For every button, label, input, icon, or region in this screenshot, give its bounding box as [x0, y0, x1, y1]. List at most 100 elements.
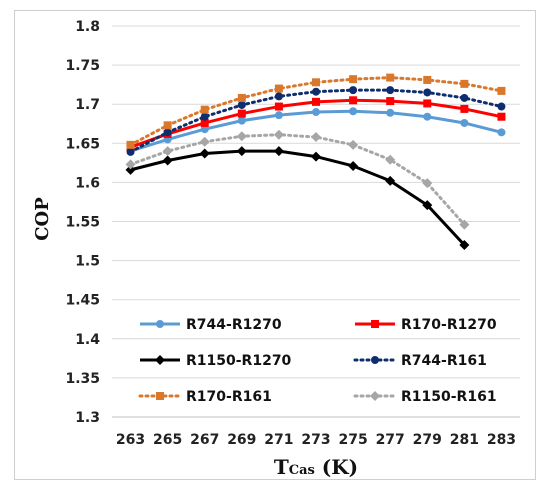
legend-marker — [155, 355, 165, 365]
data-point — [236, 131, 247, 142]
legend-item: R170-R1270 — [355, 317, 497, 333]
data-point — [385, 175, 396, 186]
data-point — [237, 109, 246, 118]
data-point — [200, 118, 209, 127]
legend-marker — [156, 392, 164, 400]
data-point — [497, 86, 506, 95]
data-point — [126, 140, 135, 149]
legend-marker — [371, 320, 379, 328]
gridlines — [112, 25, 520, 379]
x-axis-title: TCas (K) — [274, 455, 358, 479]
data-point — [386, 108, 395, 117]
data-point — [459, 239, 470, 250]
data-point — [199, 148, 210, 159]
legend-item: R744-R161 — [353, 353, 487, 369]
legend-marker — [370, 391, 380, 401]
y-tick-label: 1.4 — [75, 332, 100, 348]
x-axis-ticks: 263 265 267 269 271 273 275 277 279 281 283 — [116, 432, 516, 448]
y-tick-label: 1.45 — [65, 293, 100, 309]
series-r1150-r1270 — [125, 146, 470, 250]
data-point — [125, 159, 136, 170]
data-point — [423, 75, 432, 84]
data-point — [273, 146, 284, 157]
legend-label: R744-R1270 — [186, 317, 282, 333]
series-group — [125, 73, 506, 250]
legend-marker — [371, 356, 379, 364]
legend-label: R170-R161 — [186, 389, 272, 405]
data-point — [497, 112, 506, 121]
y-tick-label: 1.7 — [75, 97, 100, 113]
data-point — [422, 178, 433, 189]
data-point — [236, 146, 247, 157]
data-point — [460, 79, 469, 88]
x-tick-label: 281 — [450, 432, 479, 448]
y-tick-label: 1.3 — [75, 410, 100, 426]
data-point — [497, 128, 506, 137]
legend-label: R1150-R1270 — [186, 353, 292, 369]
data-point — [349, 96, 358, 105]
legend-label: R170-R1270 — [401, 317, 497, 333]
data-point — [199, 136, 210, 147]
y-tick-label: 1.65 — [65, 136, 100, 152]
data-point — [497, 102, 506, 111]
x-tick-label: 279 — [413, 432, 442, 448]
data-point — [311, 132, 321, 143]
legend-item: R170-R161 — [138, 389, 272, 405]
x-tick-label: 265 — [153, 432, 182, 448]
legend-item: R1150-R1270 — [140, 353, 292, 369]
x-axis-title-unit: (K) — [315, 455, 358, 479]
y-axis-ticks: 1.3 1.35 1.4 1.45 1.5 1.55 1.6 1.65 1.7 1.75 1.8 — [65, 19, 100, 426]
data-point — [423, 112, 432, 121]
series-r744-r161 — [126, 86, 506, 156]
data-point — [460, 104, 469, 113]
x-tick-label: 283 — [487, 432, 516, 448]
data-point — [459, 219, 470, 230]
data-point — [273, 129, 284, 140]
x-tick-label: 273 — [301, 432, 330, 448]
series-r1150-r161 — [125, 129, 470, 230]
data-point — [349, 107, 358, 116]
y-tick-label: 1.55 — [65, 215, 100, 231]
data-point — [385, 154, 396, 165]
data-point — [237, 116, 246, 125]
x-tick-label: 271 — [264, 432, 293, 448]
legend-item: R1150-R161 — [353, 389, 497, 405]
data-point — [312, 87, 320, 96]
data-point — [126, 147, 135, 156]
legend-label: R1150-R161 — [401, 389, 497, 405]
data-point — [348, 139, 359, 150]
data-point — [386, 97, 395, 106]
series-r170-r1270 — [126, 96, 506, 152]
data-point — [125, 164, 136, 175]
data-point — [312, 97, 320, 106]
data-point — [423, 99, 432, 108]
data-point — [200, 112, 209, 121]
data-point — [162, 146, 173, 157]
legend-item: R744-R1270 — [140, 317, 282, 333]
legend-marker — [156, 320, 164, 328]
x-axis-title-main: T — [274, 455, 289, 479]
legend: R744-R1270 R170-R1270 R1150-R1270 R744-R161… — [138, 317, 497, 405]
series-line — [130, 149, 466, 246]
data-point — [386, 73, 395, 82]
series-line — [129, 133, 466, 227]
data-point — [274, 92, 283, 101]
data-point — [163, 121, 172, 130]
x-axis-title-subscript: Cas — [289, 463, 315, 478]
data-point — [349, 86, 358, 95]
data-point — [274, 102, 283, 111]
data-point — [200, 105, 209, 114]
y-tick-label: 1.5 — [75, 254, 100, 270]
data-point — [274, 84, 283, 93]
series-r170-r161 — [126, 73, 506, 149]
x-tick-label: 269 — [227, 432, 256, 448]
data-point — [312, 108, 320, 117]
data-point — [163, 128, 172, 137]
data-point — [312, 78, 320, 87]
x-tick-label: 277 — [376, 432, 405, 448]
data-point — [386, 86, 395, 95]
data-point — [349, 75, 358, 84]
y-axis-title: COP — [32, 197, 53, 241]
data-point — [423, 88, 432, 97]
